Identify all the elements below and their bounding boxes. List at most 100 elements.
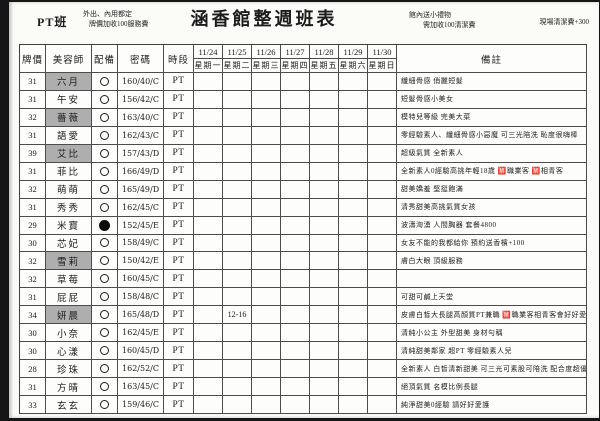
password-cell: 159/46/C xyxy=(118,396,164,414)
equipment-marker-cell xyxy=(92,288,118,307)
schedule-cell xyxy=(281,306,310,325)
equipment-marker-cell xyxy=(92,360,118,379)
document-page: PT班 外出、內用都定 牌價加收100服務費 涵香館整週班表 館內送小禮物 需加… xyxy=(9,2,599,418)
schedule-cell xyxy=(252,216,281,235)
schedule-cell xyxy=(194,162,223,181)
equipment-marker-cell xyxy=(92,252,118,271)
remark-cell: 清純甜美鄰家 超PT 零經驗素人兒 xyxy=(397,342,587,361)
shift-cell: PT xyxy=(164,90,194,109)
schedule-cell xyxy=(339,162,368,181)
open-circle-icon xyxy=(100,310,109,320)
price-cell: 31 xyxy=(20,90,46,109)
schedule-cell xyxy=(252,73,281,91)
price-cell: 32 xyxy=(20,252,46,271)
price-cell: 34 xyxy=(20,306,46,325)
schedule-cell xyxy=(368,270,397,289)
price-cell: 32 xyxy=(20,180,46,199)
schedule-cell xyxy=(310,90,339,109)
open-circle-icon xyxy=(100,292,109,302)
shift-cell: PT xyxy=(164,324,194,343)
equipment-marker-cell xyxy=(92,216,118,235)
schedule-cell xyxy=(310,198,339,217)
schedule-cell xyxy=(281,126,310,145)
open-circle-icon xyxy=(100,238,109,248)
schedule-cell xyxy=(339,198,368,217)
schedule-cell xyxy=(223,252,252,271)
schedule-cell xyxy=(310,342,339,361)
schedule-cell xyxy=(310,360,339,379)
beautician-name-cell: 米寶 xyxy=(46,216,92,235)
remark-cell: 純淨甜美0經驗 請好好愛護 xyxy=(397,396,587,414)
shift-cell: PT xyxy=(164,144,194,163)
schedule-cell xyxy=(252,324,281,343)
schedule-cell xyxy=(368,360,397,379)
schedule-cell xyxy=(281,234,310,253)
schedule-cell xyxy=(252,288,281,307)
remark-cell: 女友不能的我都給你 預約送香檳+100 xyxy=(397,234,587,253)
remark-cell: 超級氣質 全新素人 xyxy=(397,144,587,163)
shift-cell: PT xyxy=(164,162,194,181)
remark-cell: 可甜可鹹上天堂 xyxy=(397,288,587,307)
right-note-line1: 館內送小禮物 xyxy=(409,11,451,19)
schedule-cell xyxy=(368,126,397,145)
open-circle-icon xyxy=(100,256,109,266)
price-cell: 32 xyxy=(20,270,46,289)
schedule-cell xyxy=(339,90,368,109)
schedule-cell xyxy=(368,90,397,109)
price-cell: 31 xyxy=(20,378,46,397)
password-cell: 157/43/D xyxy=(118,144,164,163)
schedule-cell xyxy=(194,342,223,361)
schedule-cell xyxy=(281,216,310,235)
password-cell: 162/45/C xyxy=(118,198,164,217)
schedule-cell xyxy=(281,288,310,307)
schedule-cell xyxy=(368,234,397,253)
schedule-cell xyxy=(281,270,310,289)
shift-cell: PT xyxy=(164,288,194,307)
price-cell: 30 xyxy=(20,324,46,343)
schedule-cell xyxy=(194,360,223,379)
remark-cell: 絕頂氣質 名模比例長腿 xyxy=(397,378,587,397)
schedule-cell xyxy=(368,144,397,163)
price-cell: 30 xyxy=(20,234,46,253)
schedule-cell xyxy=(339,324,368,343)
schedule-cell xyxy=(339,126,368,145)
password-cell: 152/45/E xyxy=(118,216,164,235)
schedule-cell xyxy=(223,198,252,217)
schedule-cell xyxy=(252,162,281,181)
schedule-cell xyxy=(310,126,339,145)
price-cell: 31 xyxy=(20,288,46,307)
schedule-cell xyxy=(281,198,310,217)
schedule-cell xyxy=(252,180,281,199)
day-header-date-11/28: 11/28 xyxy=(310,45,339,59)
schedule-cell xyxy=(223,144,252,163)
price-cell: 31 xyxy=(20,162,46,181)
schedule-cell xyxy=(368,306,397,325)
open-circle-icon xyxy=(100,328,109,338)
shift-cell: PT xyxy=(164,126,194,145)
left-note-line1: 外出、內用都定 xyxy=(83,10,132,18)
beautician-name-cell: 心漾 xyxy=(46,342,92,361)
schedule-cell xyxy=(310,144,339,163)
left-note-line2: 牌價加收100服務費 xyxy=(89,20,149,28)
remark-cell: 全新素人 白皙清新甜美 可三光可素股可陪洗 配合度超優 xyxy=(397,360,587,379)
beautician-name-cell: 萌萌 xyxy=(46,180,92,199)
left-header-note: 外出、內用都定 牌價加收100服務費 xyxy=(83,9,149,29)
schedule-cell xyxy=(223,342,252,361)
beautician-name-cell: 珍珠 xyxy=(46,360,92,379)
schedule-cell xyxy=(310,252,339,271)
shift-cell: PT xyxy=(164,234,194,253)
equipment-marker-cell xyxy=(92,108,118,127)
schedule-cell xyxy=(368,180,397,199)
beautician-name-cell: 屁屁 xyxy=(46,288,92,307)
password-cell: 162/43/C xyxy=(118,126,164,145)
password-cell: 160/45/C xyxy=(118,270,164,289)
schedule-cell xyxy=(281,342,310,361)
schedule-cell xyxy=(339,73,368,91)
schedule-cell xyxy=(252,306,281,325)
schedule-cell xyxy=(368,216,397,235)
schedule-cell xyxy=(194,73,223,91)
col-header-remarks: 備註 xyxy=(397,45,587,73)
shift-cell: PT xyxy=(164,180,194,199)
schedule-cell xyxy=(252,378,281,397)
col-header-beautician: 美容師 xyxy=(46,45,92,73)
